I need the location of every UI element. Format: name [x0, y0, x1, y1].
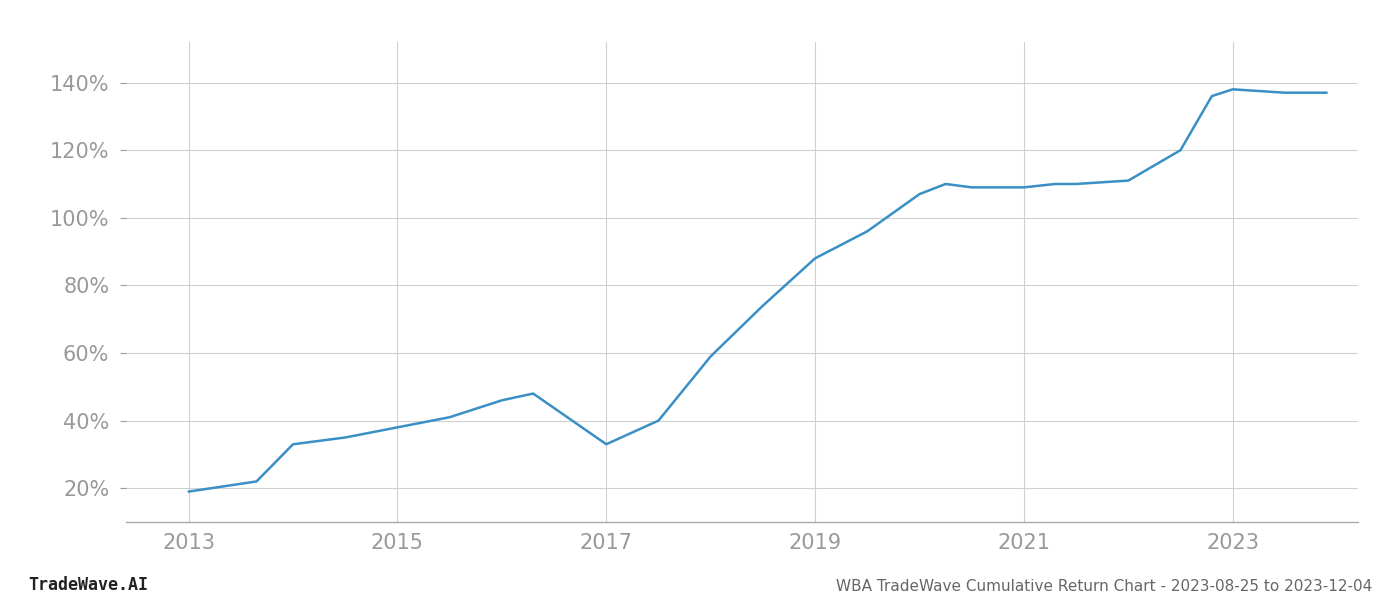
Text: WBA TradeWave Cumulative Return Chart - 2023-08-25 to 2023-12-04: WBA TradeWave Cumulative Return Chart - … — [836, 579, 1372, 594]
Text: TradeWave.AI: TradeWave.AI — [28, 576, 148, 594]
